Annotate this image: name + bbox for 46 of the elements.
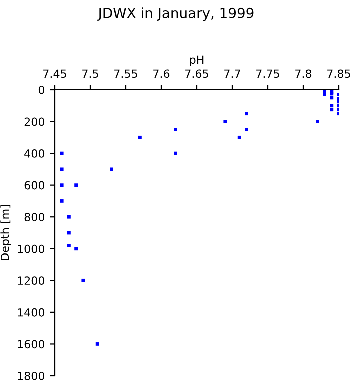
- point: [68, 244, 71, 248]
- point: [82, 278, 86, 282]
- x-tick-label: 7.5: [82, 70, 98, 78]
- point: [330, 96, 334, 100]
- x-tick-label: 7.65: [186, 70, 208, 78]
- point: [60, 152, 64, 156]
- point: [316, 120, 320, 124]
- y-tick-label: 400: [24, 150, 45, 158]
- point: [68, 215, 71, 219]
- point: [96, 342, 100, 346]
- x-tick-label: 7.7: [224, 70, 240, 78]
- y-axis-title: Depth [m]: [0, 206, 12, 260]
- point: [224, 120, 228, 124]
- y-tick-label: 1200: [18, 276, 45, 286]
- point: [110, 168, 114, 172]
- point: [330, 108, 334, 112]
- point: [323, 93, 326, 96]
- y-tick-label: 600: [24, 181, 45, 190]
- y-tick-label: 0: [38, 86, 45, 94]
- chart-title: JDWX in January, 1999: [98, 8, 254, 22]
- point: [138, 136, 142, 140]
- y-tick-label: 1000: [18, 244, 45, 254]
- point: [174, 152, 178, 156]
- x-tick-label: 7.55: [114, 70, 138, 78]
- point: [68, 231, 71, 235]
- x-axis-title: pH: [190, 56, 204, 66]
- point: [245, 112, 248, 116]
- x-tick-label: 7.85: [328, 70, 350, 78]
- point: [330, 104, 334, 108]
- y-tick-label: 1400: [18, 308, 45, 317]
- point: [174, 128, 178, 132]
- point: [60, 200, 64, 203]
- y-tick-label: 1800: [18, 372, 45, 380]
- x-tick-label: 7.75: [256, 70, 280, 78]
- point: [74, 247, 78, 251]
- x-tick-label: 7.45: [44, 70, 66, 78]
- y-tick-label: 1600: [18, 340, 45, 349]
- point: [74, 184, 78, 188]
- y-tick-label: 800: [24, 213, 45, 222]
- point: [60, 168, 64, 172]
- x-tick-label: 7.6: [154, 70, 170, 78]
- point: [245, 128, 248, 132]
- point: [238, 136, 242, 140]
- point: [60, 184, 64, 188]
- y-tick-label: 200: [24, 118, 45, 126]
- x-tick-label: 7.8: [296, 70, 312, 78]
